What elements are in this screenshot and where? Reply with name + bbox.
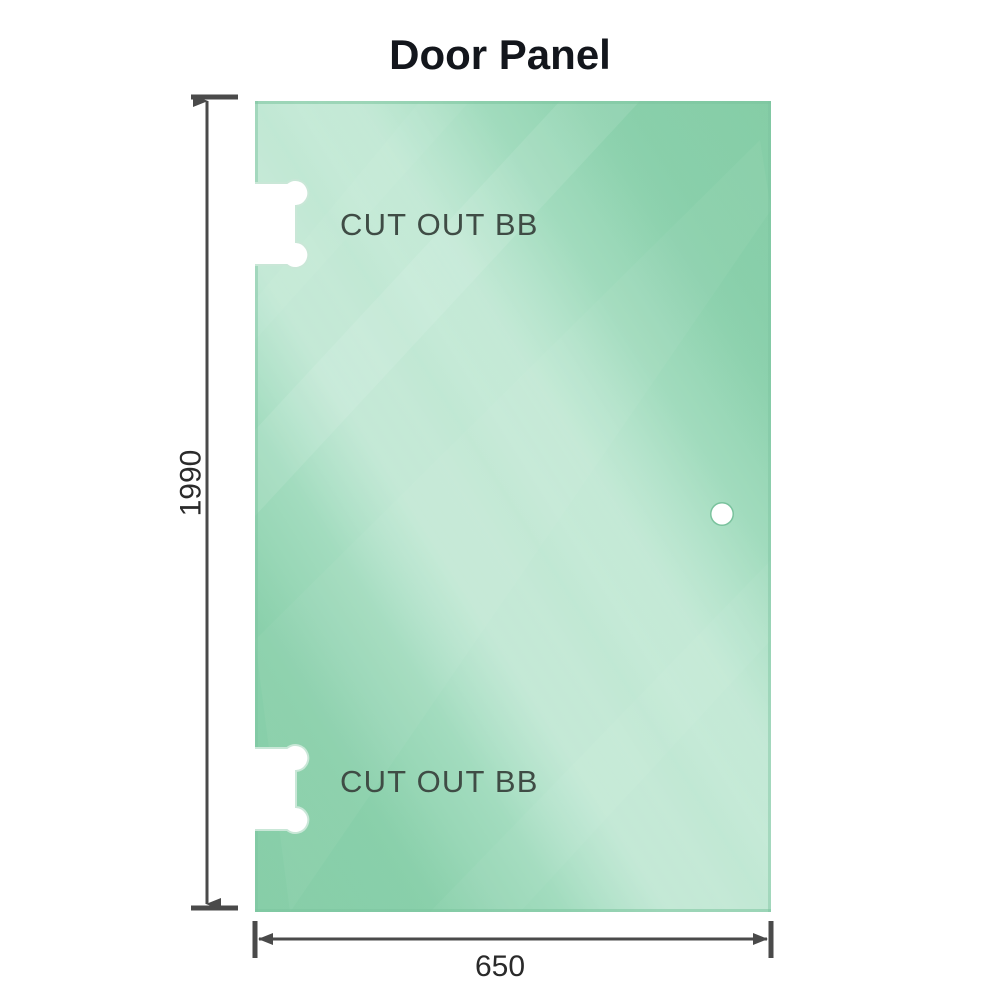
cutout-bottom-outline [255, 744, 310, 834]
glass-panel-group [255, 101, 771, 912]
dimension-width [252, 921, 774, 958]
glass-edge-shadow [255, 101, 771, 912]
cutout-top-outline [255, 179, 310, 269]
glass-reflection-bands [255, 101, 771, 912]
glass-shade-streaks [255, 101, 771, 912]
cutout-bottom [255, 744, 310, 834]
page-title: Door Panel [389, 31, 611, 78]
dimension-width-label: 650 [474, 950, 526, 983]
handle-hole-circle [711, 503, 733, 525]
handle-hole [710, 502, 734, 526]
cutout-top-shape [255, 180, 309, 268]
cutout-top [255, 179, 310, 269]
cutout-bottom-label: CUT OUT BB [340, 764, 539, 799]
dimension-height-label: 1990 [174, 449, 208, 517]
dimension-height [191, 94, 238, 911]
cutout-bottom-shape [255, 745, 309, 833]
cutout-top-label: CUT OUT BB [340, 207, 539, 242]
